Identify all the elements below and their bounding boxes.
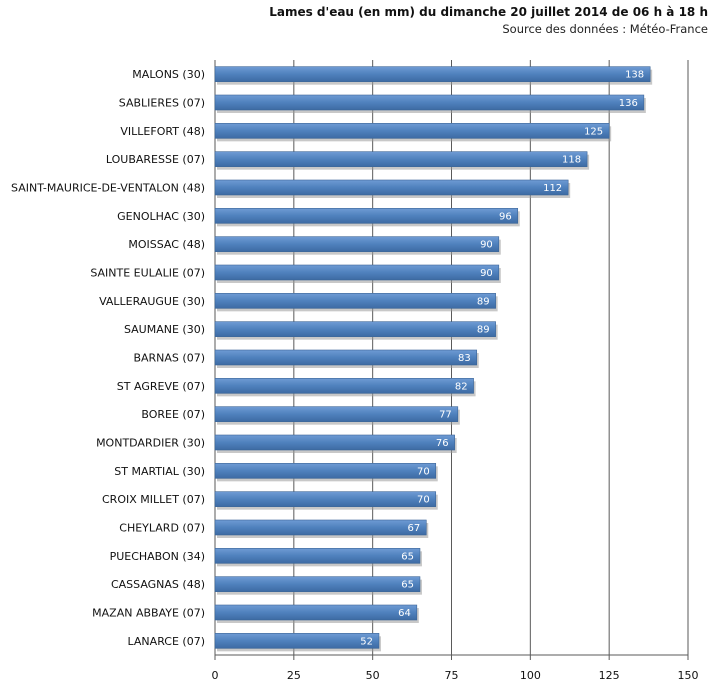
x-tick-label: 125 [599, 669, 620, 682]
bar-value-label: 70 [417, 466, 430, 477]
category-label: GENOLHAC (30) [117, 210, 205, 223]
x-tick-label: 150 [678, 669, 699, 682]
bar-value-label: 67 [408, 523, 421, 534]
bar-value-label: 82 [455, 381, 468, 392]
bar [214, 349, 478, 366]
bar-value-label: 112 [543, 183, 562, 194]
bar-value-label: 83 [458, 353, 471, 364]
category-label: LOUBARESSE (07) [106, 153, 205, 166]
bar [214, 236, 500, 252]
bar [214, 321, 496, 337]
bar [214, 491, 437, 507]
x-tick-labels: 0 25 50 75 100 125 150 [212, 669, 699, 682]
x-tick-label: 0 [212, 669, 219, 682]
category-label: SAUMANE (30) [124, 323, 205, 336]
bar-value-label: 52 [360, 636, 373, 647]
bar-value-label: 90 [480, 240, 493, 251]
category-label: MALONS (30) [132, 68, 205, 81]
x-tick-label: 75 [445, 669, 459, 682]
bar [214, 378, 474, 394]
category-label: SABLIERES (07) [119, 97, 205, 110]
category-label: BARNAS (07) [133, 352, 205, 365]
category-labels: MALONS (30) SABLIERES (07) VILLEFORT (48) L… [11, 68, 205, 648]
bar [214, 208, 519, 224]
bars-group: 138 136 125 118 112 96 90 90 89 89 83 82 77 76 70 70 67 6… [214, 66, 653, 652]
category-label: CASSAGNAS (48) [111, 578, 205, 591]
category-label: MOISSAC (48) [128, 238, 205, 251]
bar-value-label: 89 [477, 296, 490, 307]
bar-value-label: 70 [417, 495, 430, 506]
bar-value-label: 90 [480, 268, 493, 279]
bar [214, 604, 418, 621]
bar [214, 463, 437, 479]
category-label: LANARCE (07) [128, 635, 205, 648]
bar [214, 123, 610, 139]
bar [214, 66, 651, 82]
x-tick-label: 25 [287, 669, 301, 682]
bar [214, 264, 500, 281]
bar-value-label: 89 [477, 325, 490, 336]
category-label: ST MARTIAL (30) [114, 465, 205, 478]
x-tick-label: 100 [520, 669, 541, 682]
bar-value-label: 65 [401, 580, 414, 591]
bar-value-label: 136 [619, 98, 638, 109]
bar [214, 179, 569, 196]
bar-value-label: 125 [584, 126, 603, 137]
bar [214, 94, 645, 111]
bar [214, 434, 455, 451]
x-tick-label: 50 [366, 669, 380, 682]
bar [214, 519, 427, 536]
bar-value-label: 96 [499, 211, 512, 222]
bar [214, 576, 421, 592]
bar-value-label: 76 [436, 438, 449, 449]
category-label: CHEYLARD (07) [119, 522, 205, 535]
category-label: MAZAN ABBAYE (07) [92, 607, 205, 620]
category-label: SAINTE EULALIE (07) [90, 267, 205, 280]
category-label: MONTDARDIER (30) [96, 437, 205, 450]
category-label: VILLEFORT (48) [120, 125, 205, 138]
bar [214, 293, 496, 309]
bar-value-label: 64 [398, 608, 411, 619]
chart-title: Lames d'eau (en mm) du dimanche 20 juill… [269, 5, 708, 19]
bar [214, 548, 421, 564]
category-label: SAINT-MAURICE-DE-VENTALON (48) [11, 182, 205, 195]
bar [214, 406, 459, 422]
bar [214, 633, 380, 649]
category-label: PUECHABON (34) [110, 550, 205, 563]
category-label: VALLERAUGUE (30) [99, 295, 205, 308]
bar-value-label: 77 [439, 410, 452, 421]
bar [214, 151, 588, 167]
category-label: ST AGREVE (07) [117, 380, 205, 393]
bar-value-label: 118 [562, 155, 581, 166]
category-label: BOREE (07) [141, 408, 205, 421]
category-label: CROIX MILLET (07) [102, 493, 205, 506]
bar-value-label: 65 [401, 551, 414, 562]
bar-value-label: 138 [625, 70, 644, 81]
chart-subtitle: Source des données : Météo-France [502, 22, 708, 36]
